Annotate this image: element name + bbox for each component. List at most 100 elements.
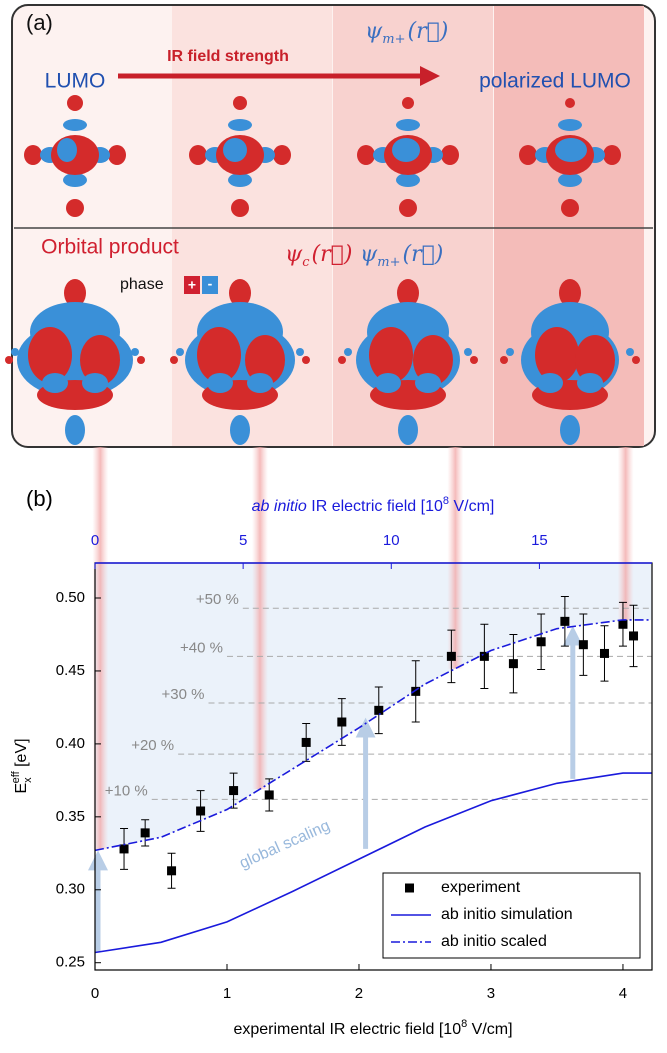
lobe: [577, 373, 603, 393]
x-tick-label: 4: [619, 985, 627, 1002]
data-point: [600, 649, 609, 658]
lobe: [228, 119, 252, 131]
lobe: [537, 373, 563, 393]
arrow-text: IR field strength: [167, 48, 289, 65]
data-point: [167, 866, 176, 875]
lobe: [82, 373, 108, 393]
lobe: [402, 97, 414, 109]
x2-axis-title-part: IR electric field [10: [307, 498, 443, 515]
x2-tick-label: 5: [239, 532, 247, 549]
lobe: [357, 145, 375, 165]
legend-label: ab initio simulation: [441, 906, 573, 923]
lobe: [63, 119, 87, 131]
lobe: [392, 138, 420, 162]
phase-label: phase: [120, 276, 164, 293]
lobe: [66, 199, 84, 217]
lobe: [131, 348, 139, 356]
lobe: [137, 356, 145, 364]
highlight-band: [618, 447, 634, 620]
highlight-band: [447, 447, 463, 669]
psi-base: ψ: [365, 19, 383, 44]
y-tick-label: 0.35: [56, 808, 85, 825]
scaling-text: global scaling: [237, 817, 332, 872]
reference-label: +40 %: [180, 639, 223, 656]
lobe: [441, 145, 459, 165]
data-point: [265, 790, 274, 799]
x-tick-label: 0: [91, 985, 99, 1002]
x-axis-title-part: experimental IR electric field [10: [233, 1021, 461, 1038]
lobe: [5, 356, 13, 364]
lobe: [11, 348, 19, 356]
legend-label: ab initio scaled: [441, 933, 547, 950]
lobe: [464, 348, 472, 356]
lobe: [396, 119, 420, 131]
lobe: [233, 96, 247, 110]
data-point: [447, 652, 456, 661]
psi-label: ψc(r⃗): [285, 242, 352, 270]
y-axis-title-part: eff: [10, 770, 22, 783]
x2-tick-label: 0: [91, 532, 99, 549]
data-point: [618, 620, 627, 629]
lobe: [565, 98, 575, 108]
x2-axis-title: ab initio IR electric field [108 V/cm]: [252, 495, 495, 515]
lobe: [375, 373, 401, 393]
lobe: [42, 373, 68, 393]
lobe: [228, 173, 252, 187]
x-axis-title: experimental IR electric field [108 V/cm…: [233, 1018, 512, 1038]
lobe: [170, 356, 178, 364]
lobe: [603, 145, 621, 165]
y-tick-label: 0.50: [56, 589, 85, 606]
lumo-title: LUMO: [45, 70, 106, 93]
reference-label: +50 %: [196, 591, 239, 608]
data-point: [560, 617, 569, 626]
data-point: [337, 718, 346, 727]
x-tick-label: 2: [355, 985, 363, 1002]
psi-label: ψm+(r⃗): [365, 19, 448, 47]
data-point: [196, 806, 205, 815]
y-tick-label: 0.45: [56, 662, 85, 679]
y-tick-label: 0.25: [56, 954, 85, 971]
data-point: [120, 844, 129, 853]
legend-symbol: [405, 884, 414, 893]
reference-label: +10 %: [105, 782, 148, 799]
lobe: [108, 145, 126, 165]
x2-tick-label: 15: [531, 532, 548, 549]
x-tick-label: 1: [223, 985, 231, 1002]
x2-axis-title-part: V/cm]: [449, 498, 494, 515]
psi-base: ψ: [360, 242, 378, 267]
lobe: [296, 348, 304, 356]
lobe: [398, 415, 418, 445]
y-tick-label: 0.40: [56, 735, 85, 752]
lobe: [558, 119, 582, 131]
product-title: Orbital product: [41, 236, 179, 259]
lobe: [560, 415, 580, 445]
phase-plus: +: [188, 277, 196, 293]
lobe: [506, 348, 514, 356]
lobe: [273, 145, 291, 165]
data-point: [579, 640, 588, 649]
shade: [95, 563, 652, 850]
figure: (a) IR field strength LUMO polarized LUM…: [0, 0, 667, 1048]
data-point: [229, 786, 238, 795]
lobe: [500, 356, 508, 364]
lobe: [65, 415, 85, 445]
lobe: [176, 348, 184, 356]
data-point: [480, 652, 489, 661]
data-point: [537, 637, 546, 646]
psi-base: ψ: [285, 242, 303, 267]
x-axis-title-part: V/cm]: [467, 1021, 512, 1038]
psi-arg: (r⃗): [408, 19, 449, 44]
x-tick-label: 3: [487, 985, 495, 1002]
lobe: [67, 95, 83, 111]
lobe: [189, 145, 207, 165]
data-point: [629, 631, 638, 640]
panel-label: (b): [26, 486, 53, 511]
data-point: [374, 706, 383, 715]
lobe: [415, 373, 441, 393]
y-axis-title: Exeff [eV]: [10, 738, 34, 793]
panel-label: (a): [26, 10, 53, 35]
y-axis-title-part: x: [22, 777, 34, 783]
psi-label: ψm+(r⃗): [360, 242, 443, 270]
lobe: [555, 138, 587, 162]
data-point: [141, 828, 150, 837]
